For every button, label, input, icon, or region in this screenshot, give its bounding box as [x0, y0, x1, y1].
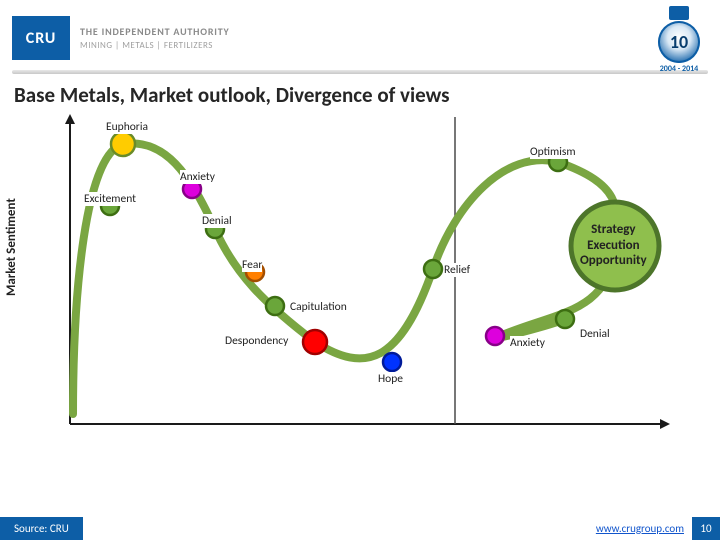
optimism-label: Optimism [530, 145, 576, 159]
brand-tagline: THE INDEPENDENT AUTHORITY MINING | METAL… [80, 25, 229, 51]
anniversary-tag-icon [669, 6, 689, 20]
denial2-label: Denial [580, 327, 610, 341]
tagline-top: THE INDEPENDENT AUTHORITY [80, 25, 229, 38]
anniversary-years: 2004 - 2014 [660, 64, 699, 74]
source-label: Source: CRU [0, 517, 83, 540]
euphoria-label: Euphoria [106, 120, 148, 134]
chart-canvas [10, 114, 690, 444]
fear-label: Fear [242, 258, 262, 272]
header: CRU THE INDEPENDENT AUTHORITY MINING | M… [0, 0, 720, 70]
relief-label: Relief [444, 263, 470, 277]
excitement-label: Excitement [84, 192, 136, 206]
footer: Source: CRU www.crugroup.com 10 [0, 516, 720, 540]
capitulation-label: Capitulation [290, 300, 347, 314]
footer-link[interactable]: www.crugroup.com [596, 522, 692, 535]
header-rule [12, 70, 708, 74]
page-title: Base Metals, Market outlook, Divergence … [0, 76, 720, 114]
y-axis-label: Market Sentiment [4, 198, 19, 296]
despondency-label: Despondency [225, 334, 288, 348]
page-number: 10 [692, 517, 720, 540]
strategy-opportunity-label: StrategyExecutionOpportunity [580, 222, 647, 269]
tagline-bottom: MINING | METALS | FERTILIZERS [80, 40, 229, 51]
brand-logo: CRU [12, 16, 70, 60]
anxiety1-label: Anxiety [180, 170, 215, 184]
anniversary-number: 10 [658, 21, 700, 63]
denial1-label: Denial [202, 214, 232, 228]
sentiment-chart: Market Sentiment EuphoriaExcitementAnxie… [10, 114, 690, 444]
anniversary-badge: 10 2004 - 2014 [658, 6, 700, 74]
anxiety2-label: Anxiety [510, 336, 545, 350]
hope-label: Hope [378, 372, 403, 386]
